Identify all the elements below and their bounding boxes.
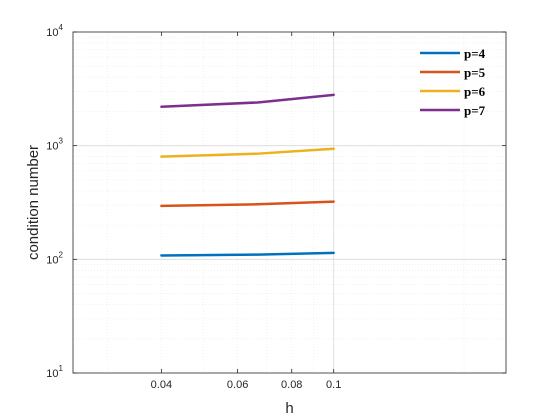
axis-ticks (73, 31, 506, 374)
plot-area-border (72, 31, 507, 374)
x-tick-label: 0.08 (281, 379, 302, 391)
legend: p=4 p=5 p=6 p=7 (420, 46, 486, 118)
y-tick-label: 101 (46, 364, 63, 380)
x-tick-label: 0.1 (326, 379, 341, 391)
legend-label: p=4 (464, 46, 486, 61)
y-axis-label: condition number (25, 145, 42, 260)
y-tick-label: 102 (46, 250, 63, 266)
legend-label: p=6 (464, 84, 486, 99)
series-line-p7 (160, 93, 335, 108)
axis-tick-labels: 0.04 0.06 0.08 0.1 101 102 103 104 (46, 23, 341, 391)
series-layer (160, 93, 335, 257)
series-line-p5 (160, 200, 335, 208)
series-line-p4 (160, 251, 335, 257)
series-line-p6 (160, 147, 335, 158)
minor-grid (73, 32, 506, 373)
legend-label: p=5 (464, 65, 486, 80)
x-tick-label: 0.04 (151, 379, 172, 391)
legend-label: p=7 (464, 103, 486, 118)
y-tick-label: 103 (46, 137, 63, 153)
x-tick-label: 0.06 (227, 379, 248, 391)
y-tick-label: 104 (46, 23, 63, 39)
x-axis-label: h (285, 400, 293, 417)
